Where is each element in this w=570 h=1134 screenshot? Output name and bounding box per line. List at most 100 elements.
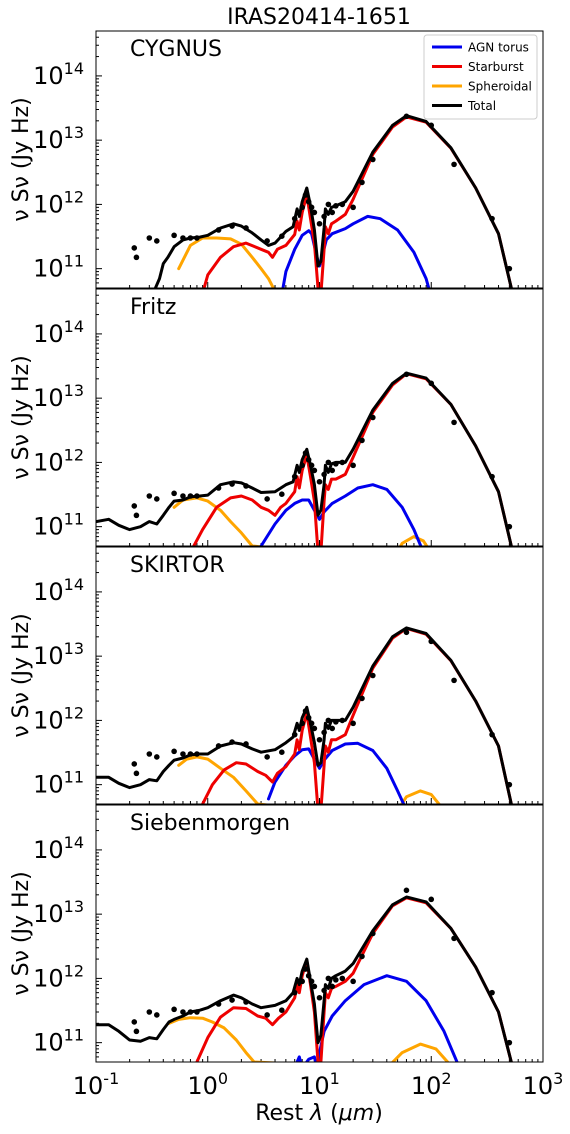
curves-group [96, 887, 513, 1062]
observed-point [308, 462, 315, 469]
y-axis-label: ν Sν (Jy Hz) [9, 613, 34, 737]
observed-point [264, 754, 270, 760]
observed-point [299, 720, 305, 727]
observed-point [316, 994, 323, 1001]
observed-point [194, 493, 200, 499]
observed-point [316, 736, 323, 743]
series-spheroidal [177, 236, 276, 288]
y-tick-label: 1014 [33, 317, 84, 348]
observed-point [153, 496, 160, 502]
observed-point [333, 719, 339, 725]
observed-point [187, 493, 194, 499]
panel-frame [95, 30, 544, 289]
observed-point [403, 887, 410, 894]
observed-point [215, 743, 222, 749]
observed-point [350, 204, 356, 211]
panel-frame [95, 804, 544, 1063]
observed-point [489, 215, 495, 222]
observed-point [299, 204, 305, 211]
series-agn-torus [267, 741, 406, 804]
series-starburst [202, 115, 513, 288]
observed-point [291, 473, 298, 480]
legend-entry: Starburst [468, 60, 524, 74]
observed-point [329, 209, 336, 216]
observed-point [153, 1012, 160, 1018]
y-axis-label: ν Sν (Jy Hz) [9, 871, 34, 995]
observed-point [194, 1009, 200, 1015]
curves-group [131, 113, 513, 288]
observed-point [279, 749, 285, 756]
y-tick-label: 1013 [33, 381, 84, 412]
y-tick-label: 1014 [33, 59, 84, 90]
observed-point [329, 725, 336, 732]
observed-point [133, 254, 140, 261]
observed-point [308, 978, 315, 985]
y-tick-label: 1014 [33, 575, 84, 606]
observed-point [339, 459, 346, 466]
y-axis-label: ν Sν (Jy Hz) [9, 355, 34, 479]
curves-group [96, 626, 513, 804]
y-tick-label: 1013 [33, 639, 84, 670]
observed-point [325, 201, 332, 208]
observed-point [403, 629, 410, 636]
panel-frame [95, 546, 544, 805]
series-total [153, 114, 513, 288]
series-total [96, 895, 513, 1062]
observed-point [370, 930, 376, 937]
observed-point [333, 203, 339, 209]
panel-siebenmorgen: 1011 1012 1013 1014 ν Sν (Jy Hz) Siebenmorgen… [9, 804, 564, 1100]
observed-point [506, 265, 513, 272]
y-tick-label: 1012 [33, 187, 84, 218]
y-tick-label: 1012 [33, 961, 84, 992]
observed-point [299, 978, 305, 985]
observed-point [133, 512, 140, 519]
observed-point [171, 748, 177, 755]
x-tick-label: 101 [299, 1069, 340, 1100]
observed-point [308, 204, 315, 211]
x-tick-label: 103 [523, 1069, 564, 1100]
observed-point [194, 751, 200, 757]
observed-point [215, 485, 222, 491]
observed-point [215, 227, 222, 233]
observed-point [305, 198, 312, 205]
observed-point [171, 232, 177, 239]
observed-point [339, 717, 346, 724]
observed-point [279, 491, 285, 498]
series-spheroidal [172, 496, 429, 546]
x-tick-label: 10-1 [73, 1069, 120, 1100]
observed-point [506, 1039, 513, 1046]
observed-point [146, 493, 153, 499]
observed-point [279, 233, 285, 240]
observed-point [146, 751, 153, 757]
legend-box [423, 34, 538, 120]
observed-point [264, 238, 270, 244]
observed-point [229, 223, 235, 229]
observed-point [180, 751, 186, 757]
series-total [96, 371, 513, 546]
observed-point [187, 1009, 194, 1015]
observed-point [350, 720, 356, 727]
observed-point [131, 761, 138, 767]
observed-point [359, 179, 365, 186]
observed-point [146, 235, 153, 241]
series-agn-torus [259, 483, 423, 546]
observed-point [506, 781, 513, 788]
observed-point [428, 122, 435, 129]
observed-point [243, 225, 249, 231]
observed-point [325, 717, 332, 724]
panel-name-label: Fritz [130, 295, 176, 320]
observed-point [279, 1007, 285, 1014]
observed-point [302, 192, 309, 198]
observed-point [311, 725, 318, 732]
observed-point [180, 493, 186, 499]
observed-point [325, 459, 332, 466]
y-tick-label: 1011 [33, 768, 84, 799]
y-tick-label: 1012 [33, 703, 84, 734]
observed-point [350, 462, 356, 469]
observed-point [243, 483, 249, 489]
y-tick-label: 1013 [33, 897, 84, 928]
observed-point [131, 503, 138, 509]
panel-frame [95, 288, 544, 547]
observed-point [489, 989, 495, 996]
